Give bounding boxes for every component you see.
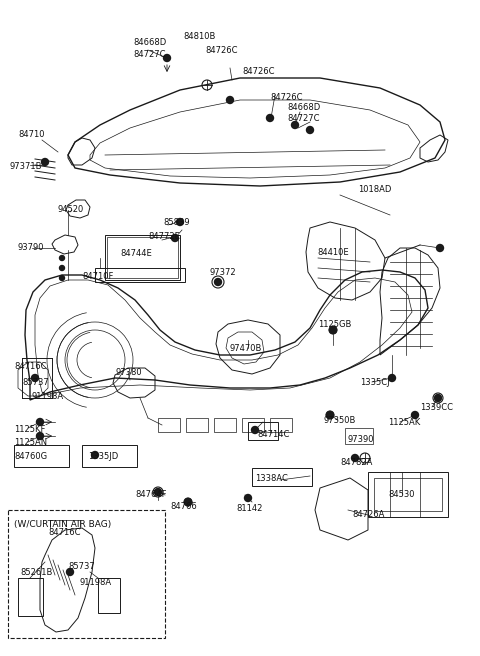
Bar bbox=[105, 235, 180, 280]
Bar bbox=[158, 418, 180, 432]
Bar bbox=[82, 445, 137, 467]
Text: 1125AK: 1125AK bbox=[388, 418, 420, 427]
Circle shape bbox=[155, 489, 161, 495]
Text: 91198A: 91198A bbox=[32, 392, 64, 401]
Text: 84710F: 84710F bbox=[82, 272, 113, 281]
Bar bbox=[248, 422, 278, 440]
Text: 84716C: 84716C bbox=[48, 528, 81, 537]
Circle shape bbox=[36, 432, 44, 440]
Text: 85737: 85737 bbox=[22, 378, 49, 387]
Text: 84727C: 84727C bbox=[287, 114, 320, 123]
Bar bbox=[345, 428, 373, 444]
Circle shape bbox=[326, 411, 334, 419]
Circle shape bbox=[41, 159, 48, 165]
Text: 84410E: 84410E bbox=[317, 248, 348, 257]
Text: 85737: 85737 bbox=[68, 562, 95, 571]
Text: 84810B: 84810B bbox=[183, 32, 216, 41]
Text: 1125KF: 1125KF bbox=[14, 425, 46, 434]
Text: 85839: 85839 bbox=[163, 218, 190, 227]
Text: 85261B: 85261B bbox=[20, 568, 52, 577]
Bar bbox=[252, 468, 312, 486]
Bar bbox=[374, 478, 442, 511]
Text: 84726C: 84726C bbox=[270, 93, 302, 102]
Circle shape bbox=[67, 569, 73, 575]
Text: 84726A: 84726A bbox=[352, 510, 384, 519]
Circle shape bbox=[227, 96, 233, 104]
Text: 97380: 97380 bbox=[115, 368, 142, 377]
Text: 84727C: 84727C bbox=[133, 50, 166, 59]
Bar bbox=[95, 268, 185, 282]
Text: 84772E: 84772E bbox=[148, 232, 180, 241]
Text: 84782A: 84782A bbox=[340, 458, 372, 467]
Bar bbox=[18, 578, 43, 616]
Circle shape bbox=[252, 426, 259, 434]
Text: 84766: 84766 bbox=[170, 502, 197, 511]
Bar bbox=[242, 418, 264, 432]
Bar bbox=[368, 472, 448, 517]
Circle shape bbox=[36, 419, 44, 426]
Text: (W/CURTAIN AIR BAG): (W/CURTAIN AIR BAG) bbox=[14, 520, 111, 529]
Text: 81142: 81142 bbox=[236, 504, 263, 513]
Text: 84744E: 84744E bbox=[120, 249, 152, 258]
Circle shape bbox=[434, 394, 442, 401]
Text: 84726C: 84726C bbox=[205, 46, 238, 55]
Bar bbox=[98, 578, 120, 613]
Text: 84726C: 84726C bbox=[242, 67, 275, 76]
Text: 93790: 93790 bbox=[18, 243, 45, 252]
Circle shape bbox=[184, 499, 192, 506]
Text: 1125AN: 1125AN bbox=[14, 438, 47, 447]
Text: 97470B: 97470B bbox=[230, 344, 263, 353]
Circle shape bbox=[266, 115, 274, 121]
Text: 84710: 84710 bbox=[18, 130, 45, 139]
Bar bbox=[186, 418, 208, 432]
Bar bbox=[8, 510, 165, 638]
Text: 84714C: 84714C bbox=[257, 430, 289, 439]
Circle shape bbox=[177, 218, 183, 226]
Bar bbox=[214, 418, 236, 432]
Text: 84760G: 84760G bbox=[14, 452, 47, 461]
Bar bbox=[270, 418, 292, 432]
Circle shape bbox=[171, 234, 179, 241]
Circle shape bbox=[92, 451, 98, 459]
Bar bbox=[14, 445, 69, 467]
Text: 1335CJ: 1335CJ bbox=[360, 378, 390, 387]
Text: 84668D: 84668D bbox=[287, 103, 320, 112]
Circle shape bbox=[436, 245, 444, 251]
Text: 1339CC: 1339CC bbox=[420, 403, 453, 412]
Text: 94520: 94520 bbox=[57, 205, 83, 214]
Text: 1018AD: 1018AD bbox=[358, 185, 391, 194]
Circle shape bbox=[60, 266, 64, 270]
Bar bbox=[107, 237, 178, 278]
Text: 91198A: 91198A bbox=[80, 578, 112, 587]
Text: 97372: 97372 bbox=[210, 268, 237, 277]
Text: 97390: 97390 bbox=[348, 435, 374, 444]
Circle shape bbox=[307, 127, 313, 134]
Text: 1125GB: 1125GB bbox=[318, 320, 351, 329]
Circle shape bbox=[164, 54, 170, 62]
Text: 84716C: 84716C bbox=[14, 362, 47, 371]
Circle shape bbox=[388, 375, 396, 382]
Circle shape bbox=[351, 455, 359, 462]
Text: 1338AC: 1338AC bbox=[255, 474, 288, 483]
Circle shape bbox=[411, 411, 419, 419]
Circle shape bbox=[291, 121, 299, 129]
Circle shape bbox=[32, 375, 38, 382]
Circle shape bbox=[60, 255, 64, 260]
Text: 97350B: 97350B bbox=[323, 416, 355, 425]
Text: 84668D: 84668D bbox=[133, 38, 166, 47]
Circle shape bbox=[60, 276, 64, 281]
Circle shape bbox=[215, 279, 221, 285]
Circle shape bbox=[244, 495, 252, 501]
Text: 84530: 84530 bbox=[388, 490, 415, 499]
Text: 1335JD: 1335JD bbox=[88, 452, 118, 461]
Text: 84764F: 84764F bbox=[135, 490, 167, 499]
Text: 97371B: 97371B bbox=[10, 162, 43, 171]
Circle shape bbox=[329, 327, 336, 333]
